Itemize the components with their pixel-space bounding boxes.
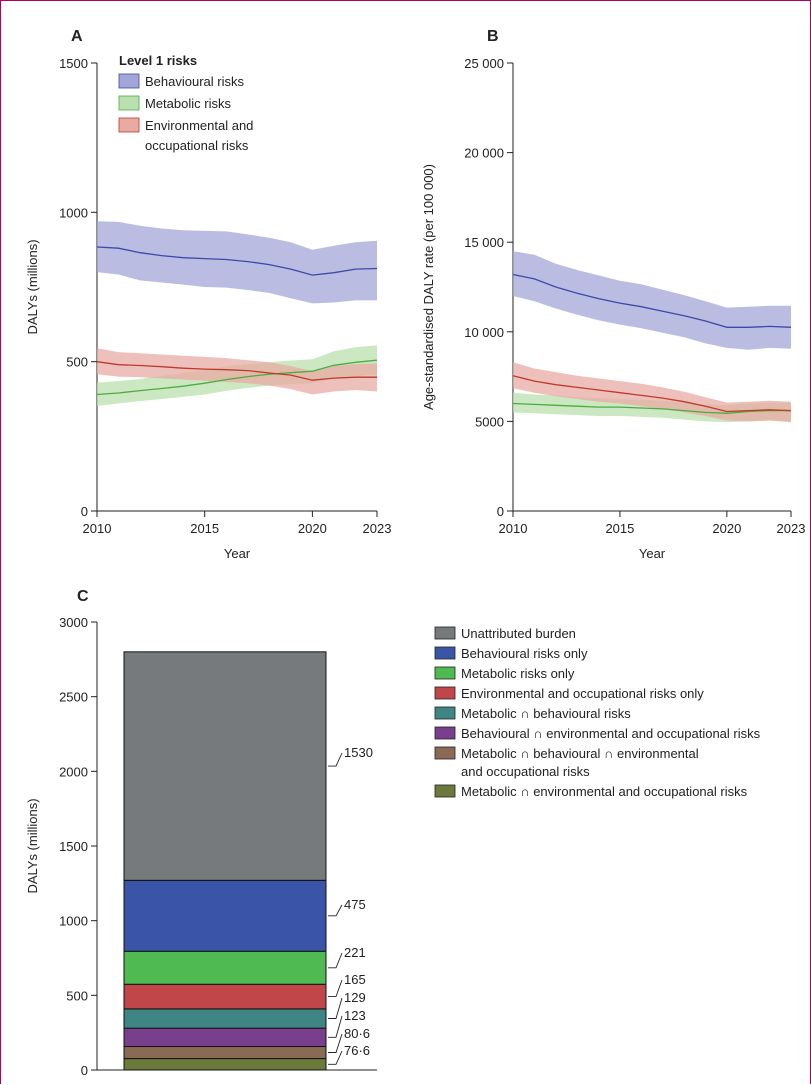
y-tick-label: 0 — [81, 1063, 88, 1078]
data-label: 1530 — [344, 745, 373, 760]
y-tick-label: 1000 — [59, 914, 88, 929]
y-tick-label: 500 — [66, 355, 88, 370]
panel-letter-b: B — [487, 28, 499, 45]
uncertainty-band-behavioural — [97, 221, 377, 304]
x-tick-label: 2023 — [777, 521, 806, 536]
legend-label: Metabolic ∩ behavioural ∩ environmental — [461, 746, 699, 761]
legend-label: Unattributed burden — [461, 626, 576, 641]
data-label-leader — [328, 1015, 343, 1038]
y-axis-label: Age-standardised DALY rate (per 100 000) — [421, 164, 436, 410]
legend-label: Behavioural risks only — [461, 646, 588, 661]
data-label: 123 — [344, 1008, 366, 1023]
legend-swatch-metabolic — [118, 95, 140, 111]
data-label-leader — [328, 997, 343, 1019]
x-tick-label: 2015 — [190, 521, 219, 536]
data-label: 475 — [344, 897, 366, 912]
data-label: 129 — [344, 990, 366, 1005]
legend-title: Level 1 risks — [119, 53, 197, 68]
data-label-leader — [328, 1050, 343, 1065]
legend-label: Metabolic ∩ behavioural risks — [461, 706, 631, 721]
legend-swatch — [434, 666, 456, 680]
y-axis-label: DALYs (millions) — [25, 239, 40, 334]
legend-swatch — [434, 646, 456, 660]
bar-segment — [123, 950, 327, 985]
bar-segment — [123, 879, 327, 952]
series-line-behavioural — [512, 273, 792, 328]
x-axis-label: Year — [639, 546, 666, 561]
y-tick-label: 2500 — [59, 690, 88, 705]
series-line-metabolic — [512, 402, 791, 414]
bar-segment — [123, 651, 327, 881]
data-label: 76·6 — [344, 1043, 370, 1058]
x-tick-label: 2020 — [712, 521, 741, 536]
legend-swatch-behavioural — [118, 73, 140, 89]
series-line-environmental — [96, 361, 377, 381]
y-tick-label: 5000 — [475, 414, 504, 429]
y-tick-label: 500 — [66, 988, 88, 1003]
bar-segment — [123, 1027, 327, 1048]
y-tick-label: 1000 — [59, 205, 88, 220]
legend-swatch — [434, 726, 456, 740]
bar-segment — [123, 1046, 327, 1060]
x-axis-label: Year — [224, 546, 251, 561]
y-tick-label: 25 000 — [464, 56, 504, 71]
legend-swatch — [434, 686, 456, 700]
y-tick-label: 0 — [81, 504, 88, 519]
uncertainty-band-behavioural — [513, 251, 791, 350]
y-tick-label: 0 — [497, 504, 504, 519]
data-label-leader — [328, 904, 343, 917]
legend-label: Behavioural ∩ environmental and occupati… — [461, 726, 761, 741]
data-label-leader — [328, 952, 343, 969]
y-tick-label: 3000 — [59, 615, 88, 630]
legend-label: Metabolic ∩ environmental and occupation… — [461, 784, 748, 799]
data-label-leader — [328, 752, 343, 767]
uncertainty-band-environmental — [513, 362, 791, 423]
data-label-leader — [328, 1033, 343, 1053]
legend-label: Metabolic risks only — [461, 666, 575, 681]
legend-swatch — [434, 784, 456, 798]
x-tick-label: 2010 — [499, 521, 528, 536]
series-line-metabolic — [96, 359, 378, 396]
x-tick-label: 2010 — [83, 521, 112, 536]
data-label: 80·6 — [344, 1026, 370, 1041]
bar-segment — [123, 983, 327, 1010]
y-tick-label: 10 000 — [464, 325, 504, 340]
uncertainty-band-environmental — [97, 348, 377, 395]
legend-label: Environmental and occupational risks onl… — [461, 686, 704, 701]
data-label-leader — [328, 979, 343, 998]
legend-label: occupational risks — [145, 138, 249, 153]
legend-swatch — [434, 706, 456, 720]
panel-letter-c: C — [77, 588, 89, 605]
data-label: 221 — [344, 945, 366, 960]
y-tick-label: 15 000 — [464, 235, 504, 250]
x-tick-label: 2015 — [605, 521, 634, 536]
series-line-behavioural — [96, 246, 378, 276]
y-tick-label: 1500 — [59, 839, 88, 854]
data-label: 165 — [344, 972, 366, 987]
legend-label: Behavioural risks — [145, 74, 244, 89]
bar-segment — [123, 1058, 327, 1071]
series-line-environmental — [512, 375, 792, 413]
x-tick-label: 2020 — [298, 521, 327, 536]
legend-swatch — [434, 626, 456, 640]
x-tick-label: 2023 — [363, 521, 392, 536]
legend-label: and occupational risks — [461, 764, 590, 779]
bar-segment — [123, 1008, 327, 1029]
y-tick-label: 20 000 — [464, 146, 504, 161]
legend-label: Metabolic risks — [145, 96, 231, 111]
panel-letter-a: A — [71, 28, 83, 45]
y-tick-label: 1500 — [59, 56, 88, 71]
y-axis-label: DALYs (millions) — [25, 798, 40, 893]
y-tick-label: 2000 — [59, 764, 88, 779]
legend-swatch — [434, 746, 456, 760]
legend-label: Environmental and — [145, 118, 253, 133]
legend-swatch-environmental — [118, 117, 140, 133]
